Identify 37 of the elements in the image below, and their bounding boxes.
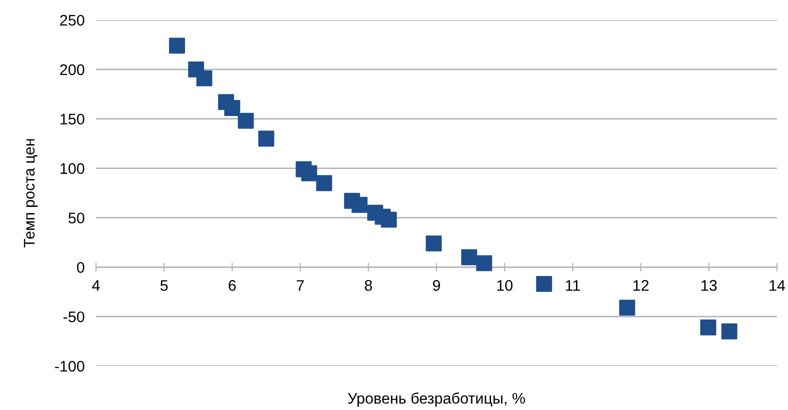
y-tick-label: 0	[76, 262, 84, 273]
point	[224, 100, 240, 116]
point	[169, 38, 186, 54]
x-tick-label: 6	[228, 280, 236, 291]
x-tick-label: 12	[633, 280, 649, 291]
x-tick-label: 9	[432, 280, 440, 291]
x-axis-title: Уровень безработицы, %	[348, 392, 525, 407]
x-tick-label: 5	[160, 280, 168, 291]
point	[700, 319, 716, 336]
point	[301, 165, 318, 182]
y-tick-label: 150	[60, 114, 84, 125]
point	[461, 249, 478, 266]
point	[476, 255, 492, 272]
y-axis-title: Темп роста цен	[24, 139, 38, 248]
y-tick-label: -50	[63, 311, 84, 322]
x-tick-label: 4	[92, 280, 100, 291]
y-tick-label: 250	[60, 14, 84, 26]
point	[352, 196, 368, 213]
y-tick-label: 200	[60, 64, 84, 76]
y-tick-label: -100	[54, 360, 84, 372]
point	[426, 235, 442, 252]
x-tick-label: 8	[364, 280, 372, 291]
point	[196, 70, 212, 86]
x-tick-label: 14	[770, 280, 786, 291]
y-tick-label: 100	[60, 163, 84, 174]
point	[536, 276, 552, 292]
point	[258, 130, 274, 147]
y-tick-label: 50	[68, 212, 84, 224]
x-tick-label: 11	[566, 280, 580, 291]
point	[619, 300, 636, 316]
x-tick-label: 10	[497, 280, 512, 291]
point	[721, 323, 738, 340]
x-tick-label: 7	[296, 280, 304, 291]
point	[316, 175, 332, 192]
x-tick-label: 13	[702, 280, 717, 291]
point	[380, 212, 397, 228]
point	[238, 112, 254, 129]
